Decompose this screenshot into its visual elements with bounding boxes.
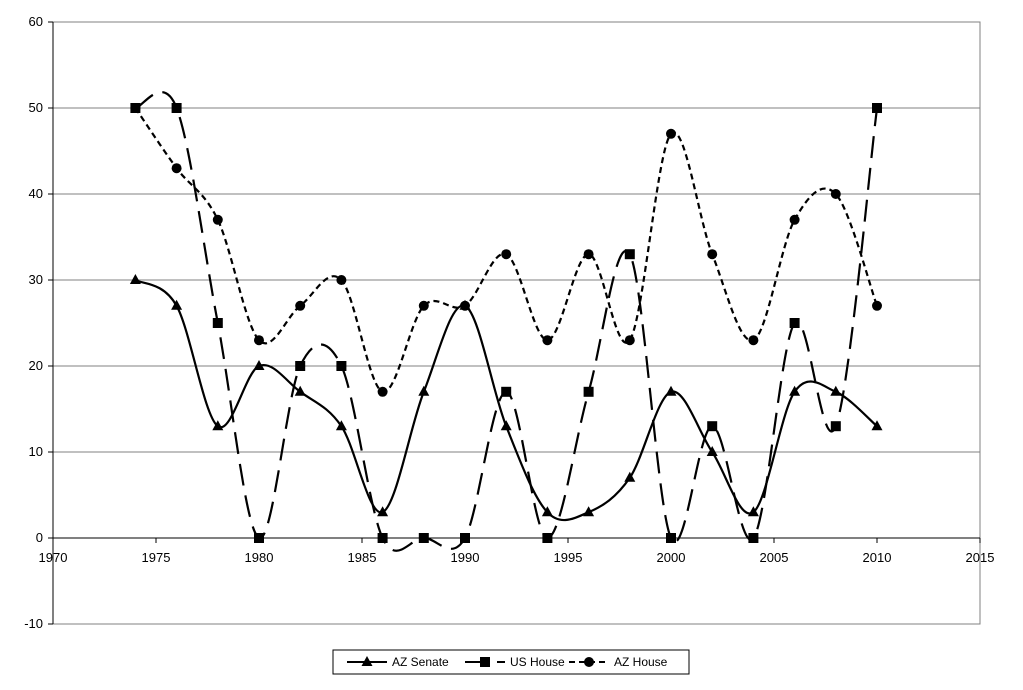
legend-marker-az-house bbox=[584, 657, 594, 667]
y-tick-label: 60 bbox=[29, 14, 43, 29]
data-point-az-house-1992 bbox=[501, 249, 512, 260]
data-point-az-house-1978 bbox=[212, 214, 223, 225]
data-point-az-house-1976 bbox=[171, 163, 182, 174]
legend-label-az-senate: AZ Senate bbox=[392, 655, 449, 669]
data-point-az-house-2008 bbox=[830, 189, 841, 199]
x-tick-label: 1980 bbox=[245, 550, 274, 565]
x-tick-label: 1990 bbox=[451, 550, 480, 565]
data-point-az-house-2010 bbox=[872, 300, 882, 311]
data-point-az-senate-2006 bbox=[789, 385, 801, 396]
data-point-az-senate-1984 bbox=[335, 420, 347, 431]
x-tick-label: 2015 bbox=[966, 550, 995, 565]
data-point-us-house-1984 bbox=[336, 361, 347, 371]
data-point-az-senate-2000 bbox=[665, 385, 677, 396]
x-tick-label: 1985 bbox=[348, 550, 377, 565]
series-az-house bbox=[130, 103, 882, 397]
data-point-az-house-1980 bbox=[254, 335, 264, 346]
data-point-us-house-1982 bbox=[295, 361, 306, 371]
y-tick-label: 50 bbox=[29, 100, 43, 115]
data-point-az-house-2002 bbox=[707, 249, 718, 260]
data-point-az-house-1984 bbox=[336, 275, 347, 285]
y-tick-label: -10 bbox=[24, 616, 43, 631]
y-tick-label: 20 bbox=[29, 358, 43, 373]
data-point-az-senate-1992 bbox=[500, 420, 512, 431]
data-point-az-house-1994 bbox=[542, 335, 553, 346]
plot-area bbox=[52, 21, 981, 625]
data-point-us-house-2006 bbox=[789, 318, 800, 328]
data-point-az-house-1988 bbox=[418, 300, 429, 311]
data-point-az-house-1998 bbox=[624, 335, 635, 346]
x-tick-label: 1975 bbox=[142, 550, 171, 565]
data-point-az-senate-1974 bbox=[129, 274, 141, 284]
data-point-us-house-1978 bbox=[212, 318, 223, 328]
legend-marker-az-senate bbox=[361, 656, 373, 666]
data-point-az-senate-1998 bbox=[624, 471, 636, 482]
data-point-az-senate-2004 bbox=[747, 506, 759, 517]
data-point-us-house-1990 bbox=[460, 533, 470, 543]
data-point-us-house-2002 bbox=[707, 421, 718, 432]
gridlines bbox=[53, 21, 980, 453]
series-az-senate bbox=[129, 274, 883, 522]
legend-box bbox=[332, 649, 690, 675]
legend-label-us-house: US House bbox=[510, 655, 565, 669]
y-tick-label: 10 bbox=[29, 444, 43, 459]
x-tick-label: 2010 bbox=[863, 550, 892, 565]
y-tick-label: 0 bbox=[36, 530, 43, 545]
y-tick-label: 40 bbox=[29, 186, 43, 201]
data-point-az-senate-1988 bbox=[418, 385, 430, 396]
data-point-az-house-1986 bbox=[377, 386, 388, 397]
data-point-az-house-1982 bbox=[295, 300, 306, 311]
data-point-az-senate-2010 bbox=[871, 420, 883, 431]
data-point-az-senate-1978 bbox=[212, 420, 224, 431]
data-point-us-house-1976 bbox=[171, 103, 182, 113]
data-point-az-senate-1986 bbox=[377, 506, 389, 517]
data-point-az-house-2006 bbox=[789, 214, 800, 225]
y-tick-label: 30 bbox=[29, 272, 43, 287]
data-point-us-house-2000 bbox=[666, 533, 676, 543]
data-point-az-senate-2008 bbox=[830, 385, 842, 396]
data-point-us-house-1998 bbox=[624, 249, 635, 260]
data-point-us-house-2008 bbox=[830, 421, 841, 432]
data-point-us-house-1986 bbox=[377, 533, 388, 543]
x-tick-label: 2005 bbox=[760, 550, 789, 565]
data-point-az-senate-1996 bbox=[583, 506, 595, 517]
data-point-us-house-1994 bbox=[542, 533, 553, 543]
legend-label-az-house: AZ House bbox=[614, 655, 668, 669]
data-point-az-senate-1982 bbox=[294, 385, 306, 396]
data-point-az-senate-1994 bbox=[541, 506, 553, 517]
legend-marker-us-house bbox=[480, 657, 490, 667]
x-tick-label: 1995 bbox=[554, 550, 583, 565]
data-point-us-house-1992 bbox=[501, 386, 512, 397]
legend: AZ Senate US House AZ House bbox=[332, 649, 690, 675]
data-point-us-house-1980 bbox=[254, 533, 264, 543]
x-axis: 1970 1975 1980 1985 1990 1995 2000 2005 2010 2015 bbox=[39, 537, 995, 565]
data-point-az-senate-1976 bbox=[171, 299, 183, 310]
series-layer bbox=[129, 91, 883, 552]
data-point-us-house-2004 bbox=[748, 533, 759, 543]
data-point-us-house-1988 bbox=[418, 533, 429, 543]
data-point-us-house-2010 bbox=[872, 103, 882, 113]
y-axis: -10 0 10 20 30 40 50 60 bbox=[24, 14, 54, 631]
data-point-us-house-1996 bbox=[583, 386, 594, 397]
data-point-az-house-2000 bbox=[666, 128, 676, 139]
data-point-az-house-1996 bbox=[583, 249, 594, 260]
data-point-az-house-1974 bbox=[130, 103, 141, 113]
x-tick-label: 2000 bbox=[657, 550, 686, 565]
data-point-az-house-1990 bbox=[460, 300, 470, 311]
data-point-az-senate-1980 bbox=[253, 360, 265, 370]
data-point-az-senate-2002 bbox=[706, 446, 718, 456]
data-point-az-house-2004 bbox=[748, 335, 759, 346]
